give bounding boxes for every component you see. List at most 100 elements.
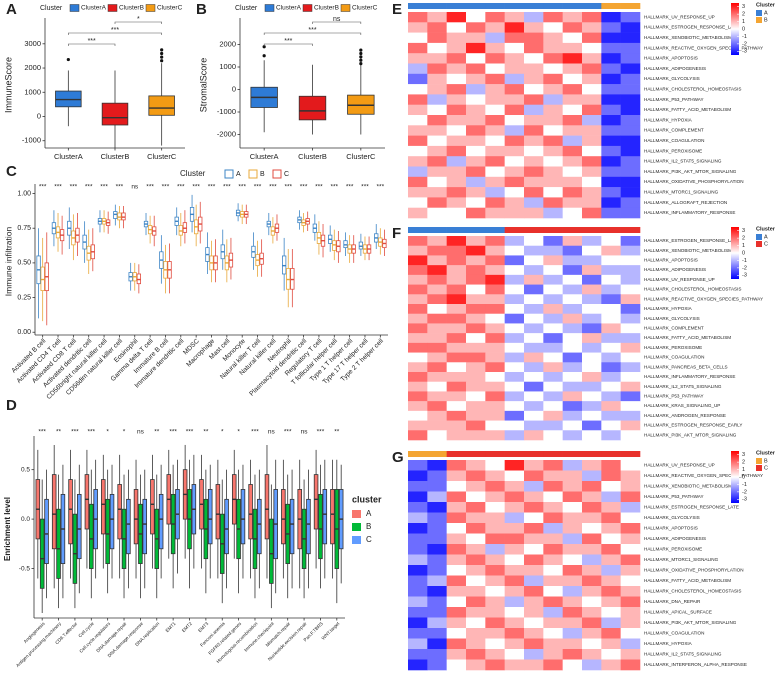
row-label: HALLMARK_XENOBIOTIC_METABOLISM xyxy=(644,483,732,488)
heatmap-cell xyxy=(562,156,583,167)
heatmap-cell xyxy=(562,533,583,545)
heatmap-cell xyxy=(408,628,428,639)
annotation-cell xyxy=(543,3,563,9)
heatmap-cell xyxy=(408,533,428,545)
legend-key xyxy=(340,4,351,12)
heatmap-cell xyxy=(582,586,602,597)
heatmap-cell xyxy=(485,166,505,178)
heatmap-cell xyxy=(562,245,583,256)
box-body xyxy=(330,489,335,545)
heatmap-cell xyxy=(582,73,602,85)
annotation-cell xyxy=(485,227,505,233)
heatmap-cell xyxy=(562,638,583,650)
heatmap-cell xyxy=(427,638,447,650)
heatmap-cell xyxy=(427,430,447,441)
heatmap-cell xyxy=(601,166,621,178)
significance-label: *** xyxy=(269,184,277,191)
heatmap-cell xyxy=(562,53,583,64)
heatmap-cell xyxy=(446,42,467,54)
heatmap-cell xyxy=(543,53,563,64)
heatmap-cell xyxy=(620,94,641,105)
heatmap-cell xyxy=(543,420,563,431)
heatmap-cell xyxy=(562,84,583,95)
row-label: HALLMARK_ESTROGEN_RESPONSE_LATE xyxy=(644,504,739,509)
heatmap-cell xyxy=(601,491,621,503)
y-tick-label: 0.0 xyxy=(21,516,30,523)
y-tick-label: 0.5 xyxy=(21,466,30,473)
heatmap-cell xyxy=(485,245,505,256)
heatmap-cell xyxy=(601,115,621,126)
heatmap-cell xyxy=(582,166,602,178)
x-tick-label: WNT.target xyxy=(321,621,341,641)
significance-label: *** xyxy=(284,184,292,191)
heatmap-cell xyxy=(427,22,447,33)
heatmap-cell xyxy=(427,236,447,247)
significance-label: *** xyxy=(346,184,354,191)
heatmap-cell xyxy=(601,274,621,285)
heatmap-cell xyxy=(524,410,544,421)
heatmap-cell xyxy=(485,533,505,545)
annotation-cell xyxy=(543,227,563,233)
heatmap-cell xyxy=(408,156,428,167)
heatmap-cell xyxy=(620,607,641,618)
heatmap-cell xyxy=(446,502,467,513)
y-tick-label: 1000 xyxy=(219,62,236,71)
row-label: HALLMARK_FATTY_ACID_METABOLISM xyxy=(644,335,731,340)
heatmap-cell xyxy=(446,323,467,334)
heatmap-cell xyxy=(582,617,602,629)
heatmap-cell xyxy=(601,628,621,639)
heatmap-cell xyxy=(620,42,641,54)
heatmap-cell xyxy=(562,659,583,671)
heatmap-cell xyxy=(524,125,544,136)
panel-label: C xyxy=(6,163,17,180)
legend-key xyxy=(352,536,361,544)
heatmap-cell xyxy=(562,342,583,353)
heatmap-cell xyxy=(408,166,428,178)
heatmap-cell xyxy=(427,323,447,334)
heatmap-cell xyxy=(601,265,621,276)
heatmap-cell xyxy=(543,391,563,402)
heatmap-cell xyxy=(582,32,602,44)
significance-label: *** xyxy=(192,184,200,191)
heatmap-cell xyxy=(543,255,563,266)
colorbar-tick-label: -3 xyxy=(742,273,747,279)
heatmap-cell xyxy=(466,245,486,256)
y-tick-label: 0.00 xyxy=(17,329,31,336)
row-label: HALLMARK_HYPOXIA xyxy=(644,117,693,122)
heatmap-cell xyxy=(524,187,544,198)
heatmap-cell xyxy=(427,284,447,295)
row-label: HALLMARK_PI3K_AKT_MTOR_SIGNALING xyxy=(644,432,737,437)
heatmap-cell xyxy=(562,304,583,315)
heatmap-cell xyxy=(543,115,563,126)
x-tick-label: DNA.damage.repair xyxy=(95,621,128,654)
heatmap-cell xyxy=(582,176,602,188)
heatmap-cell xyxy=(524,94,544,105)
heatmap-cell xyxy=(620,176,641,188)
heatmap-cell xyxy=(504,84,525,95)
heatmap-cell xyxy=(485,607,505,618)
heatmap-cell xyxy=(620,197,641,208)
significance-label: ** xyxy=(334,429,340,436)
heatmap-cell xyxy=(485,420,505,431)
heatmap-cell xyxy=(543,274,563,285)
colorbar-tick-label: 0 xyxy=(742,26,745,32)
heatmap-cell xyxy=(620,372,641,383)
heatmap-cell xyxy=(485,401,505,412)
colorbar-tick-label: -1 xyxy=(742,258,747,264)
legend-label: ClusterB xyxy=(119,5,144,12)
heatmap-cell xyxy=(427,304,447,315)
heatmap-cell xyxy=(524,502,544,513)
heatmap-cell xyxy=(504,207,525,219)
heatmap-cell xyxy=(524,84,544,95)
heatmap-cell xyxy=(524,352,544,363)
heatmap-cell xyxy=(446,236,467,247)
heatmap-cell xyxy=(485,53,505,64)
heatmap-cell xyxy=(446,156,467,167)
heatmap-cell xyxy=(524,544,544,555)
heatmap-cell xyxy=(601,255,621,266)
heatmap-cell xyxy=(601,481,621,492)
heatmap-cell xyxy=(601,342,621,353)
heatmap-cell xyxy=(446,381,467,392)
annotation-cell xyxy=(408,3,428,9)
heatmap-cell xyxy=(562,586,583,597)
